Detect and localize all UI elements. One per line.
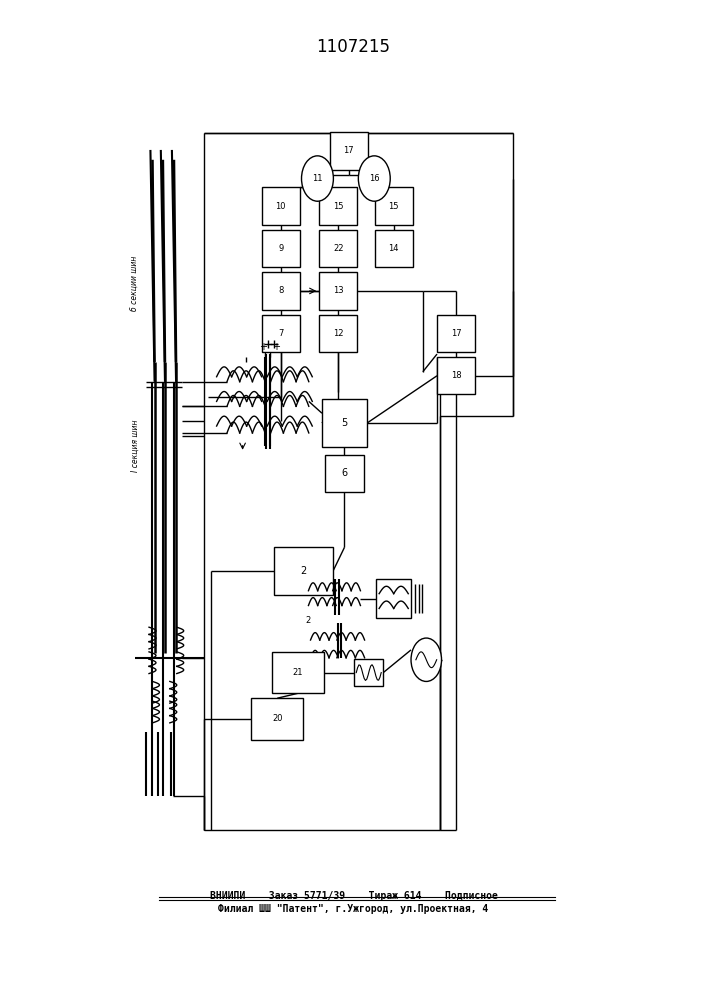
Bar (274, 547, 333, 595)
Text: 20: 20 (272, 714, 283, 723)
Text: ВНИИПИ    Заказ 5771/39    Тираж 614    Подписное: ВНИИПИ Заказ 5771/39 Тираж 614 Подписное (209, 891, 498, 901)
Text: 2: 2 (300, 566, 307, 576)
Circle shape (301, 156, 334, 201)
Bar (322, 399, 367, 447)
Bar (319, 272, 357, 310)
Text: 21: 21 (293, 668, 303, 677)
Bar (272, 652, 324, 693)
Bar (437, 357, 475, 394)
Bar (262, 272, 300, 310)
Text: 5: 5 (341, 418, 348, 428)
Text: 7: 7 (278, 329, 284, 338)
Bar (329, 132, 368, 170)
Bar (375, 230, 413, 267)
Text: 22: 22 (333, 244, 344, 253)
Bar (319, 315, 357, 352)
Text: 15: 15 (333, 202, 344, 211)
Text: 12: 12 (333, 329, 344, 338)
Text: 15: 15 (388, 202, 399, 211)
Text: +: + (272, 342, 280, 352)
Bar (375, 187, 413, 225)
Text: 9: 9 (278, 244, 284, 253)
Text: +: + (259, 342, 267, 352)
Bar (319, 230, 357, 267)
Text: 6: 6 (341, 468, 348, 478)
Bar (319, 187, 357, 225)
Text: 13: 13 (333, 286, 344, 295)
Text: 17: 17 (344, 146, 354, 155)
Bar (376, 579, 411, 618)
Text: 8: 8 (278, 286, 284, 295)
Text: 10: 10 (276, 202, 286, 211)
Text: 14: 14 (388, 244, 399, 253)
Bar (262, 315, 300, 352)
Bar (354, 659, 383, 686)
Text: I секция шин: I секция шин (131, 420, 140, 472)
Text: Филиал ШШ "Патент", г.Ужгород, ул.Проектная, 4: Филиал ШШ "Патент", г.Ужгород, ул.Проект… (218, 904, 489, 914)
Circle shape (358, 156, 390, 201)
Text: б секции шин: б секции шин (131, 255, 140, 311)
Bar (437, 315, 475, 352)
Text: 2: 2 (306, 616, 311, 625)
Text: 11: 11 (312, 174, 322, 183)
Bar (325, 455, 363, 492)
Text: 1107215: 1107215 (317, 38, 390, 56)
Bar (262, 187, 300, 225)
Text: 18: 18 (451, 371, 462, 380)
Circle shape (411, 638, 442, 681)
Text: 17: 17 (451, 329, 462, 338)
Bar (251, 698, 303, 740)
Bar (262, 230, 300, 267)
Text: 16: 16 (369, 174, 380, 183)
